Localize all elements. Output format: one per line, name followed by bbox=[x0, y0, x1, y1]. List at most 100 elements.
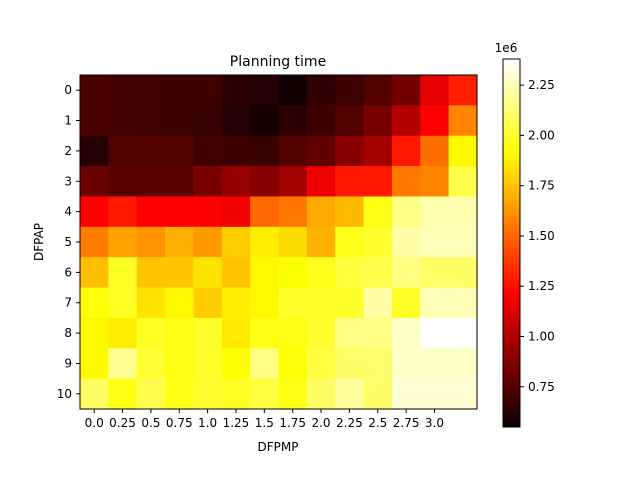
heatmap-cell bbox=[306, 196, 336, 228]
heatmap-cell bbox=[221, 166, 251, 197]
heatmap-cell bbox=[221, 317, 251, 349]
heatmap-cell bbox=[165, 287, 194, 319]
heatmap-cell bbox=[391, 378, 421, 410]
heatmap-cell bbox=[335, 196, 364, 228]
heatmap-cell bbox=[193, 226, 223, 258]
heatmap-cell bbox=[108, 75, 138, 106]
colorbar-tick-label: 2.00 bbox=[528, 128, 555, 142]
y-tick-label: 2 bbox=[64, 144, 72, 158]
heatmap-cell bbox=[420, 105, 450, 137]
heatmap-cell bbox=[448, 257, 478, 288]
heatmap-cell bbox=[193, 257, 223, 288]
heatmap-cell bbox=[363, 75, 393, 106]
heatmap-cell bbox=[136, 135, 166, 167]
y-tick-label: 1 bbox=[64, 114, 72, 128]
heatmap-cell bbox=[448, 105, 478, 137]
heatmap-cell bbox=[448, 226, 478, 258]
heatmap-cell bbox=[391, 257, 421, 288]
heatmap-cell bbox=[448, 317, 478, 349]
heatmap-cell bbox=[136, 287, 166, 319]
heatmap-cell bbox=[250, 105, 279, 137]
heatmap-cell bbox=[278, 348, 308, 380]
heatmap-cell bbox=[108, 287, 138, 319]
heatmap-cell bbox=[165, 257, 194, 288]
heatmap-cell bbox=[448, 348, 478, 380]
heatmap-cell bbox=[136, 75, 166, 106]
heatmap-cell bbox=[250, 166, 279, 197]
heatmap-cell bbox=[278, 226, 308, 258]
heatmap-cell bbox=[193, 105, 223, 137]
heatmap-cell bbox=[363, 166, 393, 197]
heatmap-cell bbox=[448, 135, 478, 167]
heatmap-cell bbox=[193, 166, 223, 197]
heatmap-cell bbox=[108, 135, 138, 167]
heatmap-cell bbox=[363, 226, 393, 258]
heatmap-cell bbox=[278, 257, 308, 288]
heatmap-cell bbox=[80, 166, 109, 197]
heatmap-cell bbox=[80, 75, 109, 106]
y-tick-label: 9 bbox=[64, 356, 72, 370]
heatmap-cell bbox=[80, 317, 109, 349]
heatmap-cell bbox=[335, 257, 364, 288]
colorbar-tick-label: 1.50 bbox=[528, 229, 555, 243]
heatmap-cell bbox=[193, 135, 223, 167]
y-tick-label: 5 bbox=[64, 235, 72, 249]
y-axis-label: DFPAP bbox=[32, 223, 46, 261]
heatmap-cell bbox=[165, 348, 194, 380]
x-tick-label: 2.5 bbox=[368, 416, 387, 430]
colorbar-ticks: 0.75 1.00 1.25 1.50 1.75 2.00 2.25 bbox=[520, 78, 555, 394]
heatmap-cell bbox=[165, 105, 194, 137]
heatmap-cell bbox=[250, 196, 279, 228]
heatmap-cell bbox=[306, 75, 336, 106]
heatmap-cell bbox=[363, 348, 393, 380]
heatmap-cell bbox=[335, 105, 364, 137]
heatmap-cell bbox=[221, 105, 251, 137]
heatmap-cell bbox=[193, 287, 223, 319]
heatmap-cell bbox=[136, 257, 166, 288]
heatmap-cell bbox=[306, 105, 336, 137]
heatmap-cell bbox=[165, 75, 194, 106]
heatmap-cell bbox=[420, 257, 450, 288]
heatmap-cell bbox=[420, 348, 450, 380]
heatmap-cell bbox=[363, 105, 393, 137]
x-axis-label: DFPMP bbox=[258, 440, 299, 454]
heatmap-cell bbox=[278, 105, 308, 137]
heatmap-cell bbox=[420, 166, 450, 197]
heatmap-cell bbox=[221, 348, 251, 380]
heatmap-cell bbox=[193, 378, 223, 410]
heatmap-cell bbox=[335, 287, 364, 319]
heatmap-cell bbox=[80, 348, 109, 380]
heatmap-cell bbox=[80, 196, 109, 228]
heatmap-cell bbox=[391, 317, 421, 349]
heatmap-cell bbox=[306, 348, 336, 380]
heatmap-cell bbox=[335, 166, 364, 197]
heatmap-cell bbox=[391, 166, 421, 197]
heatmap-cell bbox=[250, 135, 279, 167]
heatmap-cell bbox=[420, 287, 450, 319]
x-tick-label: 2.0 bbox=[311, 416, 330, 430]
heatmap-cell bbox=[420, 75, 450, 106]
heatmap-cell bbox=[335, 348, 364, 380]
heatmap-cell bbox=[165, 166, 194, 197]
heatmap-cell bbox=[391, 226, 421, 258]
heatmap-cell bbox=[391, 348, 421, 380]
heatmap-cell bbox=[136, 196, 166, 228]
heatmap-cell bbox=[335, 226, 364, 258]
heatmap-cell bbox=[391, 75, 421, 106]
heatmap-cell bbox=[108, 105, 138, 137]
x-tick-label: 2.25 bbox=[336, 416, 363, 430]
heatmap-cell bbox=[250, 287, 279, 319]
heatmap-cell bbox=[306, 287, 336, 319]
heatmap-cell bbox=[80, 257, 109, 288]
heatmap-cell bbox=[278, 135, 308, 167]
heatmap-cell bbox=[108, 317, 138, 349]
heatmap-cell bbox=[108, 166, 138, 197]
heatmap-cell bbox=[221, 196, 251, 228]
y-tick-label: 8 bbox=[64, 326, 72, 340]
heatmap-cell bbox=[306, 135, 336, 167]
heatmap-cell bbox=[306, 317, 336, 349]
heatmap-cell bbox=[221, 135, 251, 167]
colorbar-tick-label: 1.00 bbox=[528, 330, 555, 344]
heatmap-cell bbox=[80, 135, 109, 167]
heatmap-cell bbox=[420, 226, 450, 258]
